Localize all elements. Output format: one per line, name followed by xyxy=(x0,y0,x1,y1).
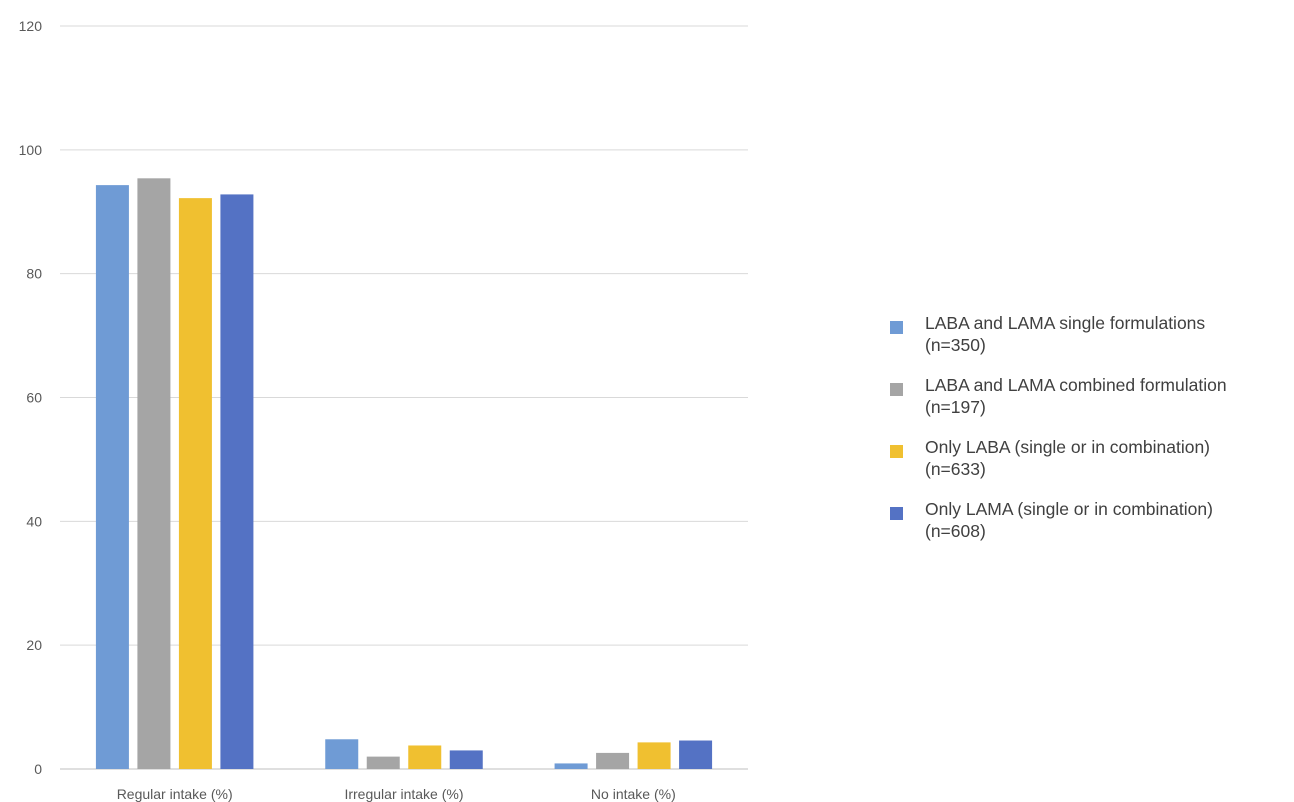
legend-item-laba-lama-single[interactable]: LABA and LAMA single formulations (n=350) xyxy=(890,312,1290,356)
legend-item-only-lama[interactable]: Only LAMA (single or in combination) (n=6… xyxy=(890,498,1290,542)
y-axis-tick-labels: 0 20 40 60 80 100 120 xyxy=(19,18,43,777)
legend-item-only-laba[interactable]: Only LABA (single or in combination) (n=6… xyxy=(890,436,1290,480)
legend-swatch xyxy=(890,507,903,520)
legend-label: LABA and LAMA single formulations (n=350) xyxy=(925,313,1206,355)
bar-4-no-intake xyxy=(679,740,713,769)
x-axis-category-labels: Regular intake (%) Irregular intake (%) No… xyxy=(117,786,676,802)
bar-3-irregular-intake xyxy=(408,745,442,769)
legend: LABA and LAMA single formulations (n=350)… xyxy=(890,312,1290,560)
bar-2-irregular-intake xyxy=(366,756,400,769)
bar-1-irregular-intake xyxy=(325,739,359,769)
legend-swatch xyxy=(890,445,903,458)
bar-1-no-intake xyxy=(554,763,588,769)
bar-3-regular-intake xyxy=(178,198,212,770)
y-tick-label: 40 xyxy=(26,513,42,529)
y-tick-label: 60 xyxy=(26,390,42,406)
legend-label: LABA and LAMA combined formulation (n=197… xyxy=(925,375,1227,417)
legend-swatch xyxy=(890,383,903,396)
x-category-label: Irregular intake (%) xyxy=(344,786,463,802)
y-tick-label: 100 xyxy=(19,142,43,158)
gridlines xyxy=(60,25,748,770)
y-tick-label: 20 xyxy=(26,637,42,653)
legend-label: Only LAMA (single or in combination) (n=6… xyxy=(925,499,1213,541)
y-tick-label: 80 xyxy=(26,266,42,282)
bar-2-no-intake xyxy=(596,752,630,769)
legend-item-laba-lama-combined[interactable]: LABA and LAMA combined formulation (n=197… xyxy=(890,374,1290,418)
bar-1-regular-intake xyxy=(95,185,129,769)
bar-3-no-intake xyxy=(637,742,671,769)
y-tick-label: 120 xyxy=(19,18,43,34)
bar-4-irregular-intake xyxy=(449,750,483,769)
bar-4-regular-intake xyxy=(220,194,254,769)
x-category-label: Regular intake (%) xyxy=(117,786,233,802)
y-tick-label: 0 xyxy=(34,761,42,777)
x-category-label: No intake (%) xyxy=(591,786,676,802)
legend-swatch xyxy=(890,321,903,334)
bar-2-regular-intake xyxy=(137,178,171,769)
legend-label: Only LABA (single or in combination) (n=6… xyxy=(925,437,1210,479)
bars xyxy=(95,178,713,770)
